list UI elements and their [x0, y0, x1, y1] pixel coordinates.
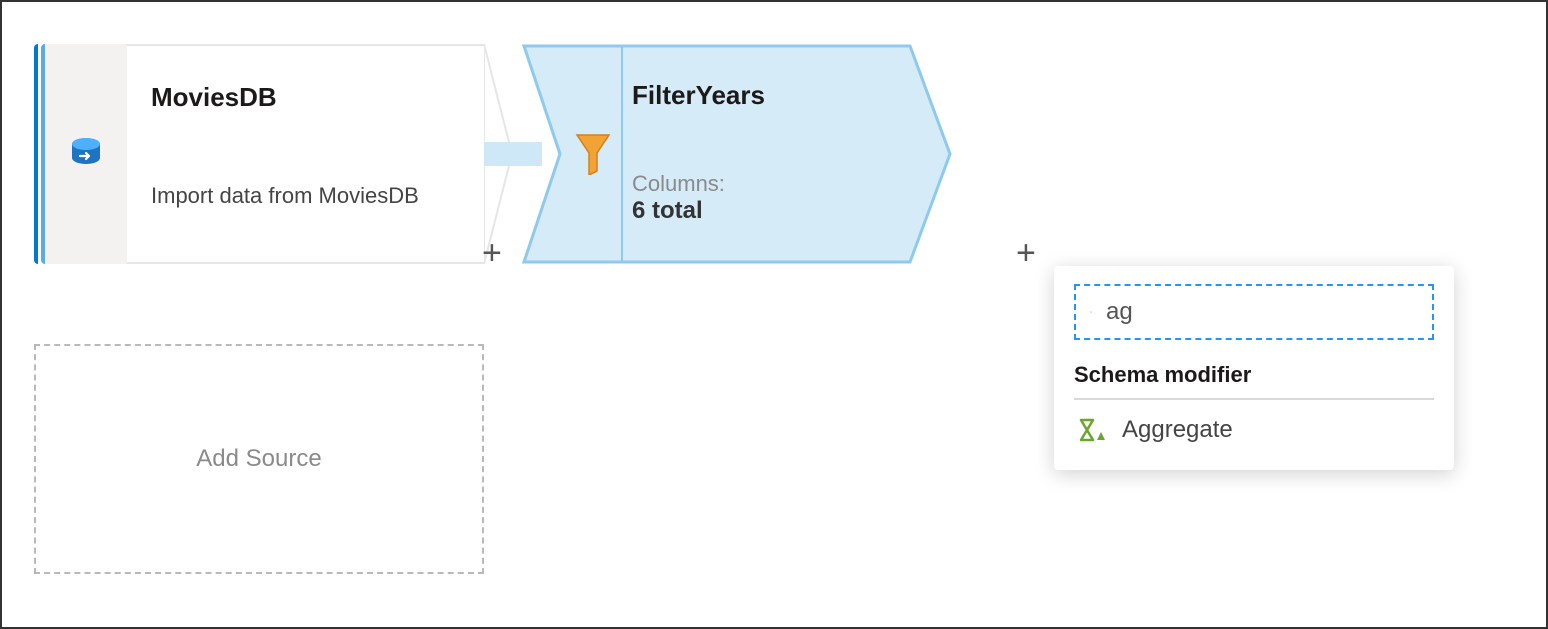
add-source-label: Add Source: [196, 445, 321, 473]
menu-item-label: Aggregate: [1122, 416, 1233, 444]
filter-columns-value: 6 total: [632, 197, 912, 225]
source-description: Import data from MoviesDB: [151, 183, 460, 209]
search-input[interactable]: [1104, 297, 1418, 327]
dropdown-section-header: Schema modifier: [1074, 362, 1434, 400]
source-node[interactable]: MoviesDB Import data from MoviesDB: [34, 44, 484, 264]
funnel-icon: [575, 133, 611, 175]
add-source-button[interactable]: Add Source: [34, 344, 484, 574]
transformation-dropdown: Schema modifier Aggregate: [1054, 266, 1454, 470]
search-box[interactable]: [1074, 284, 1434, 340]
filter-node[interactable]: FilterYears Columns: 6 total: [522, 44, 952, 264]
menu-item-aggregate[interactable]: Aggregate: [1074, 400, 1434, 448]
aggregate-icon: [1078, 418, 1106, 442]
source-title: MoviesDB: [151, 82, 460, 113]
database-icon: [66, 134, 106, 174]
dataflow-canvas: MoviesDB Import data from MoviesDB + + F…: [2, 2, 1546, 627]
filter-icon-slot: [566, 44, 620, 264]
add-step-button[interactable]: +: [1016, 234, 1036, 273]
filter-columns-label: Columns:: [632, 171, 912, 197]
source-stripe: [34, 44, 38, 264]
source-icon-column: [45, 44, 127, 264]
search-icon: [1090, 301, 1092, 323]
filter-title: FilterYears: [632, 80, 912, 111]
filter-content: FilterYears Columns: 6 total: [632, 80, 912, 244]
add-step-button[interactable]: +: [482, 234, 502, 273]
source-body: MoviesDB Import data from MoviesDB: [127, 44, 484, 264]
